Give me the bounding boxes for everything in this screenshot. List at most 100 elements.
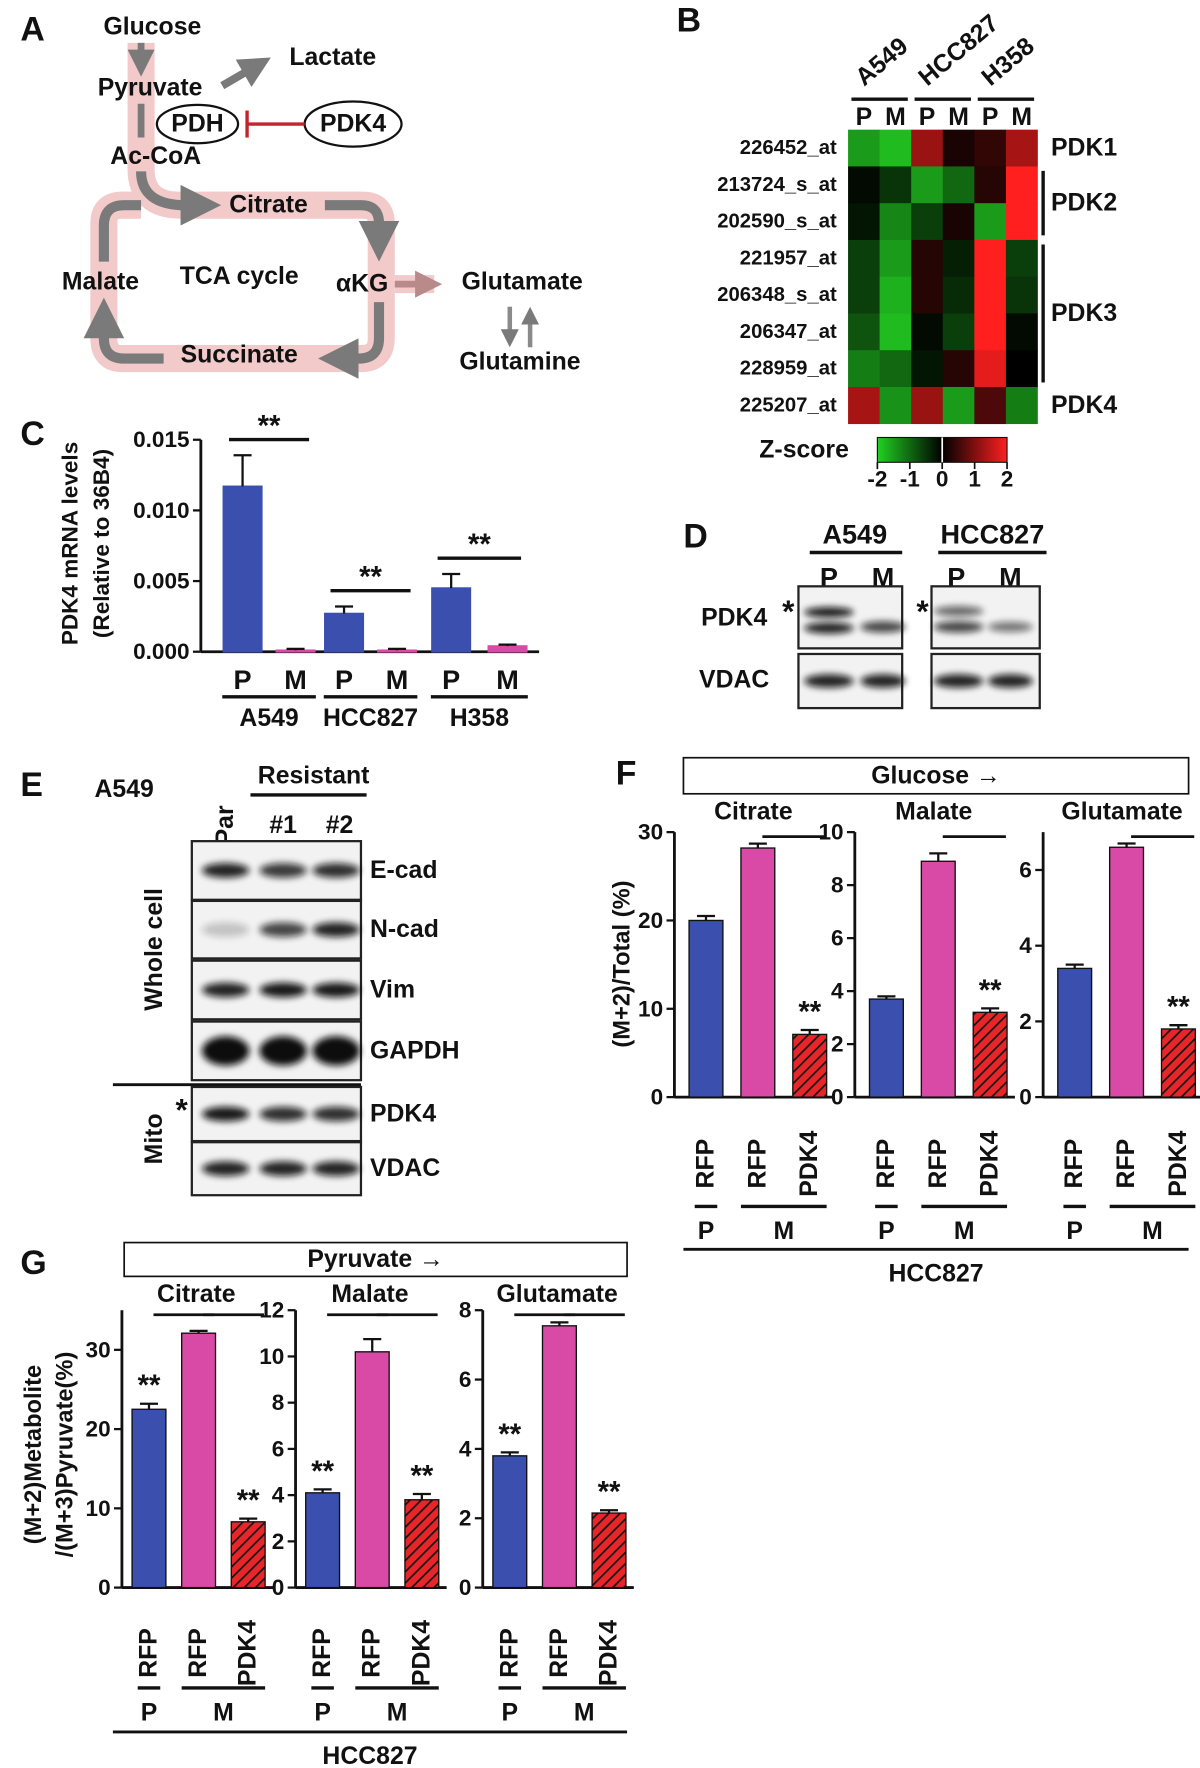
protein-label: N-cad — [370, 916, 439, 943]
blot-band — [201, 1036, 250, 1066]
heatmap-cell — [974, 166, 1007, 204]
bar — [181, 1332, 217, 1589]
lane-label: #1 — [269, 812, 297, 839]
cell-line-label: HCC827 — [941, 519, 1045, 549]
colorbar-tick-label: -2 — [867, 467, 887, 492]
y-axis-label: /(M+3)Pyruvate(%) — [53, 1352, 79, 1558]
y-tick-label: 30 — [86, 1337, 111, 1362]
bar — [1057, 967, 1093, 1098]
heatmap-cell — [1005, 239, 1038, 278]
x-tick-label: P — [442, 665, 460, 695]
y-tick-label: 4 — [459, 1436, 472, 1461]
x-tick-label: P — [234, 665, 252, 695]
blot-band — [259, 1036, 307, 1066]
y-tick-label: 6 — [272, 1436, 285, 1461]
row-label: 202590_s_at — [717, 211, 837, 233]
x-tick-label: PDK4 — [977, 1130, 1004, 1196]
heatmap-cell — [1005, 276, 1038, 314]
protein-label: VDAC — [370, 1155, 440, 1182]
y-axis-label: (Relative to 36B4) — [89, 449, 114, 638]
header-box — [123, 1241, 628, 1278]
heatmap-cell — [974, 129, 1007, 167]
x-tick-label: M — [386, 665, 409, 695]
bar — [324, 612, 365, 653]
y-tick-label: 6 — [1019, 857, 1032, 882]
row-label: 221957_at — [740, 247, 837, 269]
x-tick-label: RFP — [185, 1628, 212, 1678]
pathway-label: Ac-CoA — [110, 143, 201, 170]
row-label: 213724_s_at — [717, 174, 837, 196]
heatmap-cell — [911, 203, 944, 241]
group-label: M — [1142, 1218, 1163, 1245]
y-tick-label: 4 — [831, 979, 844, 1004]
blot-band — [312, 982, 360, 998]
column-label: M — [885, 104, 906, 131]
group-label: P — [878, 1218, 895, 1245]
bar — [431, 587, 472, 653]
lane-label: M — [999, 562, 1022, 592]
heatmap-cell — [879, 386, 912, 425]
x-tick-label: RFP — [692, 1139, 719, 1189]
y-tick-label: 0.015 — [133, 427, 189, 452]
subplot-title: Citrate — [714, 798, 793, 825]
bar — [492, 1455, 528, 1589]
heatmap-cell — [942, 239, 975, 278]
significance: ** — [258, 409, 281, 442]
x-tick-label: PDK4 — [408, 1620, 435, 1686]
colorbar-label: Z-score — [759, 436, 849, 463]
marker: * — [916, 593, 929, 629]
heatmap-cell — [1005, 203, 1038, 241]
heatmap-cell — [1005, 166, 1038, 204]
heatmap-cell — [879, 350, 912, 388]
row-group-label: PDK4 — [1051, 392, 1117, 419]
y-tick-label: 10 — [638, 996, 663, 1021]
row-group-label: PDK1 — [1051, 135, 1117, 162]
group-label: P — [698, 1218, 715, 1245]
y-tick-label: 12 — [259, 1298, 284, 1323]
pathway-label: Citrate — [229, 192, 308, 219]
y-tick-label: 2 — [831, 1032, 844, 1057]
x-tick-label: PDK4 — [796, 1130, 823, 1196]
subplot-title: Malate — [331, 1281, 408, 1308]
group-label: M — [954, 1218, 975, 1245]
row-label: 206348_s_at — [717, 284, 837, 306]
heatmap-cell — [848, 129, 880, 167]
y-tick-label: 2 — [459, 1506, 472, 1531]
heatmap-cell — [879, 313, 912, 351]
y-tick-label: 0 — [1019, 1085, 1032, 1110]
group-label: A549 — [239, 705, 298, 732]
blot-band — [201, 1161, 250, 1177]
blot-band — [201, 863, 250, 878]
heatmap-cell — [911, 239, 944, 278]
header: Glucose → — [871, 762, 1001, 789]
marker: * — [176, 1092, 189, 1128]
blot-band — [312, 922, 360, 937]
arrow — [136, 171, 222, 226]
y-tick-label: 0.005 — [133, 569, 189, 594]
significance: ** — [979, 974, 1002, 1007]
y-tick-label: 10 — [818, 820, 843, 845]
cell-line-label: A549 — [822, 519, 887, 549]
significance: ** — [237, 1484, 260, 1517]
blot-band — [933, 606, 984, 617]
bar — [305, 1492, 341, 1589]
heatmap-cell — [848, 166, 880, 204]
heatmap-cell — [942, 203, 975, 241]
bar — [230, 1521, 266, 1589]
group-label: H358 — [450, 705, 509, 732]
header-box — [682, 756, 1190, 795]
column-label: P — [919, 104, 936, 131]
significance: ** — [311, 1455, 334, 1488]
heatmap-cell — [879, 203, 912, 241]
pathway-label: Lactate — [289, 44, 376, 71]
fraction-label: Mito — [141, 1113, 168, 1164]
heatmap-cell — [879, 129, 912, 167]
enzyme-oval — [155, 103, 240, 145]
y-tick-label: 30 — [638, 820, 663, 845]
significance: ** — [798, 995, 821, 1028]
y-tick-label: 8 — [459, 1298, 472, 1323]
column-label: M — [948, 104, 969, 131]
group-label: M — [387, 1699, 408, 1726]
arrow — [83, 297, 164, 364]
x-tick-label: RFP — [359, 1628, 386, 1678]
